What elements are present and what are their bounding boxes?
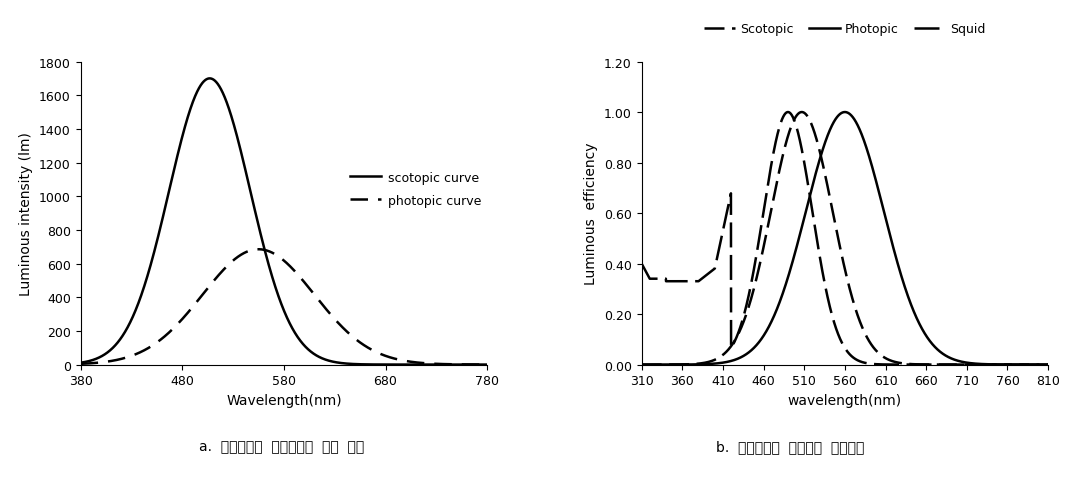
Y-axis label: Luminous intensity (lm): Luminous intensity (lm) bbox=[19, 132, 33, 295]
Photopic bbox=[682, 362, 694, 368]
scotopic curve bbox=[95, 354, 108, 360]
Legend: Scotopic, Photopic, Squid: Scotopic, Photopic, Squid bbox=[704, 23, 986, 36]
Line: Squid: Squid bbox=[642, 113, 1048, 365]
Squid bbox=[705, 268, 718, 274]
scotopic curve bbox=[469, 362, 482, 368]
scotopic curve bbox=[261, 259, 274, 264]
Squid bbox=[791, 129, 804, 135]
photopic curve bbox=[272, 254, 285, 260]
Squid bbox=[1034, 362, 1047, 368]
photopic curve bbox=[95, 360, 108, 365]
scotopic curve bbox=[395, 362, 407, 368]
scotopic curve bbox=[203, 76, 216, 82]
Line: Scotopic: Scotopic bbox=[642, 113, 1048, 365]
Photopic bbox=[808, 173, 821, 179]
Scotopic bbox=[1034, 362, 1047, 368]
scotopic curve bbox=[481, 362, 493, 368]
photopic curve bbox=[74, 361, 87, 367]
Line: Photopic: Photopic bbox=[642, 113, 1048, 365]
Photopic bbox=[990, 362, 1003, 368]
Photopic bbox=[838, 110, 851, 116]
photopic curve bbox=[395, 358, 407, 363]
Scotopic bbox=[682, 361, 694, 367]
scotopic curve bbox=[469, 362, 482, 368]
Squid bbox=[1042, 362, 1055, 368]
Photopic bbox=[1042, 362, 1055, 368]
Photopic bbox=[705, 361, 718, 367]
Squid bbox=[990, 362, 1003, 368]
Scotopic bbox=[705, 358, 718, 364]
scotopic curve bbox=[74, 360, 87, 366]
Text: a.  명시감도와  암시감도에  따른  광속: a. 명시감도와 암시감도에 따른 광속 bbox=[199, 439, 364, 454]
photopic curve bbox=[469, 362, 482, 368]
Y-axis label: Luminous  efficiency: Luminous efficiency bbox=[585, 143, 599, 285]
photopic curve bbox=[261, 249, 274, 254]
Photopic bbox=[1034, 362, 1047, 368]
Scotopic bbox=[796, 110, 808, 116]
Scotopic bbox=[808, 133, 821, 139]
Scotopic bbox=[990, 362, 1003, 368]
photopic curve bbox=[481, 362, 493, 368]
photopic curve bbox=[469, 362, 482, 368]
Scotopic bbox=[1042, 362, 1055, 368]
Photopic bbox=[635, 362, 648, 368]
Squid bbox=[635, 261, 648, 267]
Text: b.  살오징어의  흡광도와  비시감도: b. 살오징어의 흡광도와 비시감도 bbox=[716, 439, 864, 454]
Squid bbox=[682, 279, 694, 285]
Squid bbox=[808, 227, 821, 233]
Photopic bbox=[791, 241, 804, 247]
Line: photopic curve: photopic curve bbox=[81, 250, 487, 365]
Scotopic bbox=[791, 112, 804, 118]
Legend: scotopic curve, photopic curve: scotopic curve, photopic curve bbox=[350, 171, 481, 207]
Squid bbox=[782, 110, 794, 116]
scotopic curve bbox=[272, 294, 285, 300]
X-axis label: Wavelength(nm): Wavelength(nm) bbox=[226, 393, 342, 407]
Scotopic bbox=[635, 362, 648, 368]
Line: scotopic curve: scotopic curve bbox=[81, 79, 487, 365]
photopic curve bbox=[253, 247, 266, 252]
X-axis label: wavelength(nm): wavelength(nm) bbox=[788, 393, 902, 407]
